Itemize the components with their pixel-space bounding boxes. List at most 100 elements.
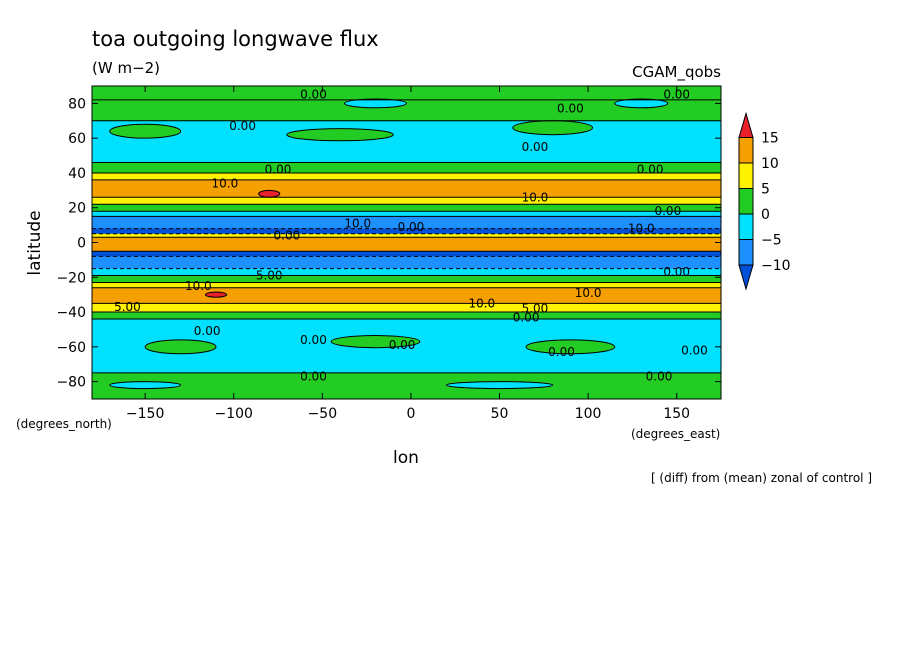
contour-label: 0.00 [646, 369, 673, 383]
colorbar-top-arrow [738, 111, 754, 138]
zonal-band [92, 216, 721, 230]
anomaly-patch [109, 381, 182, 390]
colorbar-label: 10 [761, 156, 779, 172]
y-tick-label: −80 [56, 375, 86, 391]
zonal-band [92, 372, 721, 399]
contour-label: 0.00 [557, 102, 584, 116]
contour-label: 0.00 [681, 343, 708, 357]
y-tick-label: −20 [56, 270, 86, 286]
anomaly-patch [330, 335, 421, 349]
anomaly-patch [614, 98, 669, 109]
anomaly-patch [445, 381, 554, 390]
zonal-band [92, 120, 721, 164]
anomaly-patch [525, 339, 616, 355]
anomaly-patch [258, 189, 281, 198]
x-tick-label: 50 [491, 406, 509, 422]
contour-label: 0.00 [654, 204, 681, 218]
colorbar-segment [738, 162, 754, 189]
zonal-band [92, 275, 721, 283]
contour-label: 10.0 [468, 296, 495, 310]
y-tick-label: 20 [68, 201, 86, 217]
colorbar: 15 10 5 0 −5 −10 [738, 111, 791, 291]
y-axis-label: latitude [25, 210, 45, 275]
zonal-band [92, 256, 721, 270]
x-axis-label: lon [393, 448, 419, 468]
colorbar-label: −10 [761, 258, 791, 274]
contour-label: 0.00 [300, 333, 327, 347]
y-tick-label: 80 [68, 96, 86, 112]
zonal-band [92, 197, 721, 205]
zonal-band [92, 237, 721, 252]
zonal-band [92, 303, 721, 313]
x-tick-label: −50 [308, 406, 338, 422]
anomaly-patch [286, 128, 394, 142]
contour-label: 10.0 [522, 190, 549, 204]
zonal-band [92, 251, 721, 257]
dataset-label: CGAM_qobs [632, 63, 721, 82]
anomaly-patch [204, 291, 228, 298]
y-tick-label: −60 [56, 340, 86, 356]
y-tick-label: −40 [56, 305, 86, 321]
contour-label: 0.00 [663, 88, 690, 102]
chart-title: toa outgoing longwave flux [92, 27, 379, 51]
contour-label: 0.00 [265, 162, 292, 176]
zonal-band [92, 86, 721, 101]
colorbar-segment [738, 137, 754, 164]
x-tick-label: 150 [663, 406, 690, 422]
anomaly-patch [109, 123, 182, 139]
contour-label: 0.00 [513, 310, 540, 324]
comparison-note: [ (diff) from (mean) zonal of control ] [651, 471, 872, 485]
zonal-band [92, 268, 721, 277]
contour-label: 0.00 [194, 324, 221, 338]
contour-label: 0.00 [274, 229, 301, 243]
zonal-band [92, 99, 721, 122]
y-tick-label: 40 [68, 166, 86, 182]
contour-label: 0.00 [389, 338, 416, 352]
contour-label: 5.00 [114, 300, 141, 314]
y-tick-label: 0 [77, 236, 86, 252]
contour-label: 0.00 [300, 88, 327, 102]
contour-label: 5.00 [522, 302, 549, 316]
contour-label: 10.0 [212, 176, 239, 190]
contour-label: 0.00 [548, 345, 575, 359]
contour-label: 0.00 [300, 369, 327, 383]
colorbar-label: 5 [761, 182, 770, 198]
y-tick-label: 60 [68, 131, 86, 147]
zonal-band [92, 204, 721, 212]
zonal-band [92, 162, 721, 174]
colorbar-label: 0 [761, 207, 770, 223]
zonal-band [92, 282, 721, 289]
colorbar-label: −5 [761, 233, 782, 249]
colorbar-bottom-arrow [738, 264, 754, 291]
colorbar-label: 15 [761, 131, 779, 147]
anomaly-patch [343, 98, 407, 109]
chart-subtitle: (W m−2) [92, 59, 160, 77]
x-tick-label: −150 [126, 406, 164, 422]
contour-label: 0.00 [637, 162, 664, 176]
contour-label: 0.00 [663, 265, 690, 279]
zonal-band [92, 233, 721, 238]
colorbar-segment [738, 239, 754, 266]
y-unit-label: (degrees_north) [16, 417, 112, 431]
x-tick-label: 0 [406, 406, 415, 422]
colorbar-segment [738, 188, 754, 215]
contour-label: 0.00 [229, 119, 256, 133]
anomaly-patch [144, 339, 217, 355]
colorbar-segment [738, 213, 754, 240]
contour-label: 5.00 [256, 269, 283, 283]
contour-label: 10.0 [575, 286, 602, 300]
zonal-band [92, 179, 721, 198]
plot-area: 0.00 0.00 0.00 0.00 0.00 0.00 0.00 10.0 10.0 0.00… [92, 86, 721, 399]
contour-label: 10.0 [344, 216, 371, 230]
contour-label: 10.0 [628, 222, 655, 236]
zonal-band [92, 287, 721, 304]
zonal-band [92, 228, 721, 235]
anomaly-patch [512, 120, 594, 136]
zonal-band [92, 172, 721, 181]
x-tick-label: −100 [215, 406, 253, 422]
x-tick-label: 100 [575, 406, 602, 422]
contour-label: 10.0 [185, 279, 212, 293]
y-axis: 80 60 40 20 0 −20 −40 −60 −80 [56, 96, 721, 391]
x-axis: −150 −100 −50 0 50 100 150 [126, 86, 690, 422]
